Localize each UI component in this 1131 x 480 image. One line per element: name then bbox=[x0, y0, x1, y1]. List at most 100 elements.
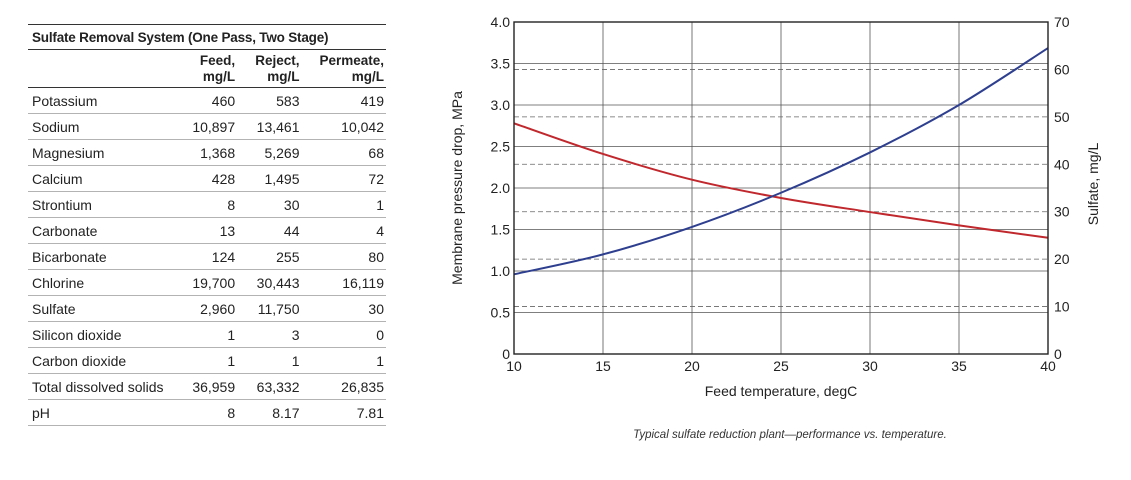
y-tick-label: 1.0 bbox=[491, 263, 511, 279]
header-permeate: Permeate, mg/L bbox=[301, 50, 386, 88]
x-tick-label: 35 bbox=[951, 358, 967, 374]
row-permeate: 419 bbox=[301, 87, 386, 114]
y-tick-label: 3.5 bbox=[491, 56, 511, 72]
y-tick-label: 4.0 bbox=[491, 14, 511, 30]
tick-labels: 10 15 20 25 30 35 4000.51.01.52.02.53.03.54.00… bbox=[491, 14, 1070, 374]
row-permeate: 10,042 bbox=[301, 113, 386, 140]
y2-tick-label: 60 bbox=[1054, 61, 1070, 77]
row-name: Bicarbonate bbox=[28, 243, 179, 270]
row-reject: 30,443 bbox=[237, 269, 302, 296]
row-reject: 1 bbox=[237, 347, 302, 374]
temperature-chart: 10 15 20 25 30 35 4000.51.01.52.02.53.03.54.00… bbox=[449, 14, 1101, 399]
x-tick-label: 10 bbox=[506, 358, 522, 374]
row-reject: 1,495 bbox=[237, 165, 302, 192]
row-permeate: 1 bbox=[301, 347, 386, 374]
table-row: Sodium 10,897 13,461 10,042 bbox=[28, 113, 386, 140]
y2-tick-label: 10 bbox=[1054, 299, 1070, 315]
row-name: Carbonate bbox=[28, 217, 179, 244]
row-reject: 3 bbox=[237, 321, 302, 348]
table-row: Sulfate 2,960 11,750 30 bbox=[28, 295, 386, 322]
table-row: Potassium 460 583 419 bbox=[28, 87, 386, 114]
table-body: Potassium 460 583 419 Sodium 10,897 13,461 10,0… bbox=[28, 87, 386, 426]
row-name: Chlorine bbox=[28, 269, 179, 296]
y-tick-label: 0 bbox=[502, 346, 510, 362]
y-tick-label: 3.0 bbox=[491, 97, 511, 113]
row-feed: 1,368 bbox=[178, 139, 238, 166]
row-feed: 8 bbox=[178, 399, 238, 426]
row-reject: 11,750 bbox=[237, 295, 302, 322]
row-permeate: 1 bbox=[301, 191, 386, 218]
y2-axis-title: Sulfate, mg/L bbox=[1085, 143, 1101, 226]
row-name: Sulfate bbox=[28, 295, 179, 322]
row-feed: 2,960 bbox=[178, 295, 238, 322]
table-row: Carbonate 13 44 4 bbox=[28, 217, 386, 244]
row-permeate: 26,835 bbox=[301, 373, 386, 400]
composition-table: Sulfate Removal System (One Pass, Two St… bbox=[28, 24, 386, 426]
row-reject: 5,269 bbox=[237, 139, 302, 166]
x-axis-title: Feed temperature, degC bbox=[705, 383, 858, 399]
row-permeate: 30 bbox=[301, 295, 386, 322]
header-blank bbox=[28, 50, 179, 88]
row-name: Total dissolved solids bbox=[28, 373, 179, 400]
row-name: pH bbox=[28, 399, 179, 426]
x-tick-label: 15 bbox=[595, 358, 611, 374]
row-permeate: 0 bbox=[301, 321, 386, 348]
row-permeate: 7.81 bbox=[301, 399, 386, 426]
series-lines bbox=[513, 47, 1049, 276]
table-row: Bicarbonate 124 255 80 bbox=[28, 243, 386, 270]
y2-tick-label: 50 bbox=[1054, 109, 1070, 125]
table-row: pH 8 8.17 7.81 bbox=[28, 399, 386, 426]
y2-tick-label: 70 bbox=[1054, 14, 1070, 30]
row-reject: 63,332 bbox=[237, 373, 302, 400]
row-reject: 583 bbox=[237, 87, 302, 114]
row-feed: 124 bbox=[178, 243, 238, 270]
y-tick-label: 1.5 bbox=[491, 222, 511, 238]
pressure-drop-line bbox=[513, 122, 1049, 239]
row-name: Magnesium bbox=[28, 139, 179, 166]
table-row: Chlorine 19,700 30,443 16,119 bbox=[28, 269, 386, 296]
row-permeate: 80 bbox=[301, 243, 386, 270]
grid bbox=[513, 21, 1049, 355]
row-reject: 13,461 bbox=[237, 113, 302, 140]
row-name: Potassium bbox=[28, 87, 179, 114]
plot-frame bbox=[513, 21, 1049, 355]
row-feed: 1 bbox=[178, 321, 238, 348]
row-feed: 428 bbox=[178, 165, 238, 192]
table-row: Strontium 8 30 1 bbox=[28, 191, 386, 218]
table-row: Carbon dioxide 1 1 1 bbox=[28, 347, 386, 374]
table-header-row: Feed, mg/L Reject, mg/L Permeate, mg/L bbox=[28, 50, 386, 88]
y-tick-label: 0.5 bbox=[491, 305, 511, 321]
row-reject: 8.17 bbox=[237, 399, 302, 426]
x-tick-label: 30 bbox=[862, 358, 878, 374]
y2-tick-label: 40 bbox=[1054, 156, 1070, 172]
y2-tick-label: 20 bbox=[1054, 251, 1070, 267]
x-tick-label: 25 bbox=[773, 358, 789, 374]
row-name: Strontium bbox=[28, 191, 179, 218]
row-permeate: 16,119 bbox=[301, 269, 386, 296]
row-feed: 8 bbox=[178, 191, 238, 218]
row-feed: 10,897 bbox=[178, 113, 238, 140]
y2-tick-label: 30 bbox=[1054, 204, 1070, 220]
table-row: Magnesium 1,368 5,269 68 bbox=[28, 139, 386, 166]
y2-tick-label: 0 bbox=[1054, 346, 1062, 362]
chart-caption: Typical sulfate reduction plant—performa… bbox=[633, 429, 947, 441]
y-axis-title: Membrane pressure drop, MPa bbox=[449, 91, 465, 285]
row-feed: 13 bbox=[178, 217, 238, 244]
row-permeate: 68 bbox=[301, 139, 386, 166]
y-tick-label: 2.5 bbox=[491, 139, 511, 155]
row-feed: 1 bbox=[178, 347, 238, 374]
row-name: Calcium bbox=[28, 165, 179, 192]
y-tick-label: 2.0 bbox=[491, 180, 511, 196]
x-tick-label: 20 bbox=[684, 358, 700, 374]
row-feed: 36,959 bbox=[178, 373, 238, 400]
row-feed: 19,700 bbox=[178, 269, 238, 296]
table-title: Sulfate Removal System (One Pass, Two St… bbox=[28, 24, 386, 50]
row-permeate: 72 bbox=[301, 165, 386, 192]
composition-grid: Feed, mg/L Reject, mg/L Permeate, mg/L Pota… bbox=[28, 50, 386, 426]
x-tick-label: 40 bbox=[1040, 358, 1056, 374]
row-reject: 44 bbox=[237, 217, 302, 244]
row-permeate: 4 bbox=[301, 217, 386, 244]
sulfate-line bbox=[513, 47, 1049, 276]
row-name: Silicon dioxide bbox=[28, 321, 179, 348]
row-reject: 30 bbox=[237, 191, 302, 218]
